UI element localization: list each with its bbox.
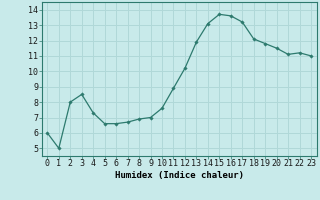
X-axis label: Humidex (Indice chaleur): Humidex (Indice chaleur) [115, 171, 244, 180]
